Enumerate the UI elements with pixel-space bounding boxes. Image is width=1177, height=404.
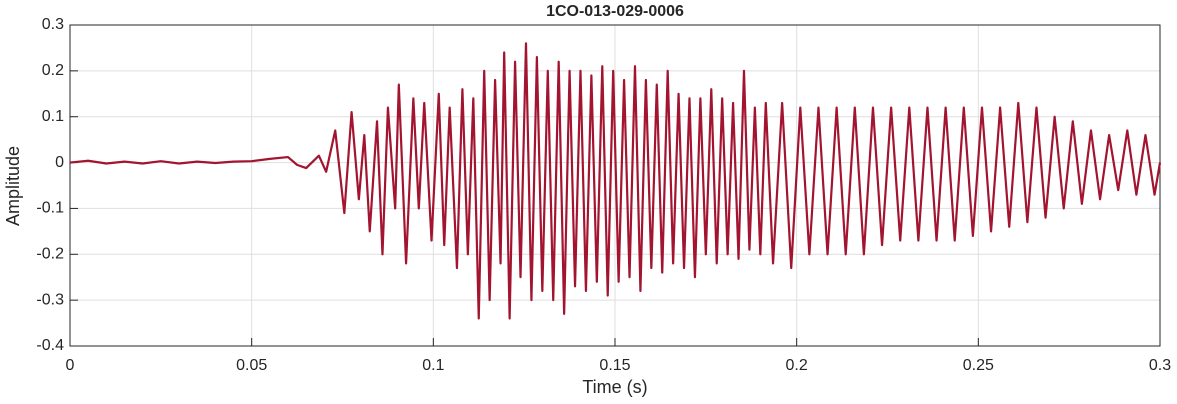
x-tick-label: 0.25 [963, 357, 994, 374]
x-tick-label: 0.1 [422, 357, 444, 374]
y-tick-label: 0.3 [42, 16, 64, 33]
chart-title: 1CO-013-029-0006 [546, 3, 684, 20]
y-tick-label: 0 [55, 154, 64, 171]
plot-frame [69, 24, 1161, 347]
x-tick-label: 0.15 [599, 357, 630, 374]
y-tick-label: -0.2 [36, 246, 64, 263]
y-tick-label: -0.4 [36, 337, 64, 354]
x-tick-label: 0.05 [236, 357, 267, 374]
y-tick-label: -0.3 [36, 291, 64, 308]
x-tick-label: 0.2 [786, 357, 808, 374]
x-tick-label: 0.3 [1149, 357, 1171, 374]
y-tick-label: 0.2 [42, 62, 64, 79]
y-tick-label: -0.1 [36, 200, 64, 217]
y-axis-label: Amplitude [3, 146, 23, 226]
waveform-line [69, 42, 1162, 320]
x-axis-label: Time (s) [582, 377, 647, 397]
y-tick-label: 0.1 [42, 108, 64, 125]
x-tick-label: 0 [66, 357, 75, 374]
